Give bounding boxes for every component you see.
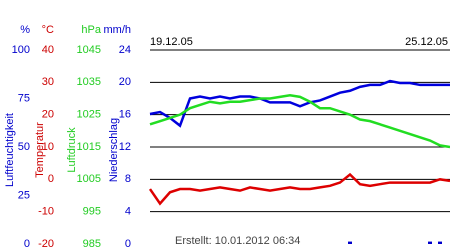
axis-label: Temperatur [34, 122, 46, 178]
y-tick-label: 4 [125, 206, 131, 218]
axis-label: Niederschlag [108, 118, 120, 182]
y-tick-label: 995 [83, 206, 101, 218]
precip-bar [438, 241, 442, 244]
y-tick-label: 8 [125, 173, 131, 185]
y-tick-label: 1015 [77, 141, 101, 153]
precip-bar [348, 241, 352, 244]
y-tick-label: 0 [48, 173, 54, 185]
y-tick-label: 40 [42, 44, 54, 56]
y-tick-label: 50 [18, 141, 30, 153]
y-tick-label: -20 [38, 238, 54, 250]
axis-unit: mm/h [104, 24, 132, 36]
y-tick-label: 24 [119, 44, 131, 56]
y-tick-label: 985 [83, 238, 101, 250]
y-tick-label: 25 [18, 189, 30, 201]
precip-bar [428, 241, 432, 244]
y-tick-label: 30 [42, 76, 54, 88]
x-label: 19.12.05 [150, 36, 193, 48]
axis-label: Luftdruck [66, 127, 78, 173]
axis-unit: °C [42, 24, 54, 36]
y-tick-label: 10 [42, 141, 54, 153]
series-line [149, 94, 450, 149]
axis-unit: % [20, 24, 30, 36]
y-tick-label: 20 [119, 76, 131, 88]
y-tick-label: -10 [38, 206, 54, 218]
y-tick-label: 75 [18, 92, 30, 104]
y-tick-label: 12 [119, 141, 131, 153]
y-tick-label: 20 [42, 109, 54, 121]
axis-label: Luftfeuchtigkeit [4, 113, 16, 187]
y-tick-label: 0 [125, 238, 131, 250]
y-tick-label: 1005 [77, 173, 101, 185]
x-label: 25.12.05 [405, 36, 448, 48]
y-tick-label: 1035 [77, 76, 101, 88]
y-tick-label: 16 [119, 109, 131, 121]
axis-unit: hPa [81, 24, 101, 36]
y-tick-label: 0 [24, 238, 30, 250]
y-tick-label: 100 [12, 44, 30, 56]
series-line [148, 172, 450, 206]
footer: Erstellt: 10.01.2012 06:34 [175, 235, 300, 247]
y-tick-label: 1025 [77, 109, 101, 121]
series-line [149, 79, 450, 128]
y-tick-label: 1045 [77, 44, 101, 56]
